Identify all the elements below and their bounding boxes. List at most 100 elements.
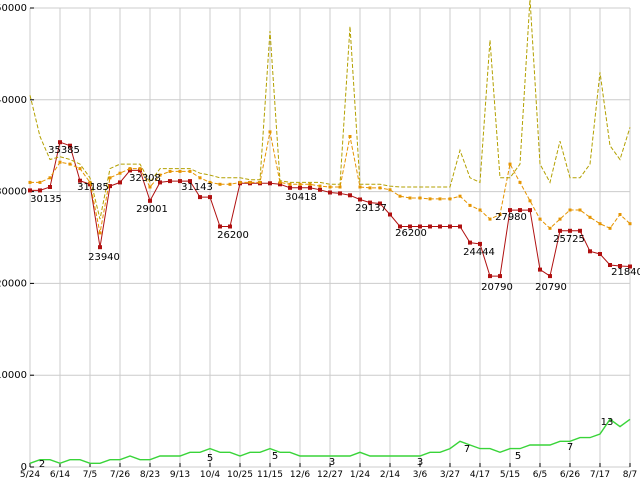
x-axis-label: 10/4 <box>200 470 220 480</box>
value-label: 2 <box>39 459 45 470</box>
data-point-marker <box>238 180 242 184</box>
data-point-marker <box>208 180 212 184</box>
value-label: 27980 <box>495 212 527 223</box>
data-point-marker <box>418 196 422 200</box>
data-point-marker <box>458 194 462 198</box>
x-axis-label: 6/5 <box>533 470 547 480</box>
data-point-marker <box>458 224 462 229</box>
series-count-green <box>29 418 631 465</box>
data-point-marker <box>398 224 402 229</box>
value-label: 26200 <box>217 230 249 241</box>
x-axis-label: 5/15 <box>500 470 520 480</box>
data-point-marker <box>48 185 52 189</box>
data-point-marker <box>518 208 522 213</box>
data-point-marker <box>218 182 222 186</box>
value-label: 7 <box>567 442 573 453</box>
annotations: 30135 35385 31185 23940 32308 29001 31143 26200… <box>30 145 640 470</box>
y-axis-label: 0 <box>21 462 27 473</box>
data-point-marker <box>338 185 342 189</box>
data-point-marker <box>308 182 312 186</box>
data-point-marker <box>568 228 572 233</box>
data-point-marker <box>38 188 42 193</box>
data-point-marker <box>438 197 442 201</box>
series-score-red <box>28 140 632 279</box>
data-point-marker <box>348 135 352 138</box>
data-point-marker <box>158 173 162 177</box>
data-point-marker <box>508 208 512 213</box>
data-point-marker <box>328 185 332 189</box>
value-label: 5 <box>515 451 521 462</box>
data-point-marker <box>108 176 112 180</box>
x-axis-label: 3/6 <box>413 470 428 480</box>
x-axis-label: 7/26 <box>110 470 130 480</box>
x-axis-label: 2/14 <box>380 470 400 480</box>
data-point-marker <box>578 208 582 212</box>
data-point-marker <box>268 181 272 186</box>
data-point-marker <box>608 263 612 267</box>
data-point-marker <box>538 217 542 221</box>
data-point-marker <box>508 162 512 166</box>
value-label: 5 <box>272 451 278 462</box>
data-point-marker <box>488 274 492 279</box>
data-point-marker <box>288 185 292 190</box>
data-point-marker <box>608 226 612 230</box>
value-label: 7 <box>464 444 470 455</box>
data-point-marker <box>208 195 212 200</box>
data-point-marker <box>298 185 302 190</box>
data-point-marker <box>368 186 372 190</box>
data-point-marker <box>408 196 412 200</box>
data-point-marker <box>88 180 92 184</box>
data-point-marker <box>168 179 172 184</box>
data-point-marker <box>348 193 352 198</box>
data-point-marker <box>28 188 32 193</box>
data-point-marker <box>548 274 552 279</box>
data-point-marker <box>28 180 32 184</box>
data-point-marker <box>288 182 292 186</box>
data-point-marker <box>48 176 52 180</box>
data-point-marker <box>378 201 382 206</box>
data-point-marker <box>498 274 502 279</box>
data-point-marker <box>178 169 182 173</box>
data-point-marker <box>418 224 422 229</box>
data-point-marker <box>78 167 82 171</box>
data-point-marker <box>318 187 322 192</box>
value-label: 31143 <box>181 182 213 193</box>
y-axis-label: 20000 <box>0 278 27 289</box>
data-point-marker <box>128 167 132 171</box>
value-label: 20790 <box>535 282 567 293</box>
data-point-marker <box>328 190 332 195</box>
data-point-marker <box>188 179 192 184</box>
data-point-marker <box>258 180 262 184</box>
x-axis-label: 7/5 <box>83 470 97 480</box>
data-point-marker <box>378 186 382 190</box>
data-point-marker <box>278 182 282 187</box>
data-point-marker <box>248 180 252 184</box>
data-point-marker <box>198 195 202 200</box>
value-label: 29001 <box>136 204 168 215</box>
series-line <box>29 418 631 465</box>
data-point-marker <box>518 180 522 184</box>
data-point-marker <box>618 213 622 216</box>
data-point-marker <box>38 180 42 184</box>
value-label: 35385 <box>48 145 80 156</box>
data-point-marker <box>168 169 172 173</box>
x-axis-label: 8/7 <box>623 470 637 480</box>
data-point-marker <box>428 224 432 229</box>
data-point-marker <box>448 197 452 201</box>
data-point-marker <box>568 208 572 212</box>
data-point-marker <box>558 217 562 221</box>
value-label: 31185 <box>77 182 109 193</box>
value-label: 25725 <box>553 234 585 245</box>
x-axis-label: 5/24 <box>20 470 40 480</box>
data-point-marker <box>58 140 62 145</box>
data-point-marker <box>198 176 202 180</box>
x-axis-label: 8/23 <box>140 470 160 480</box>
data-point-marker <box>548 226 552 230</box>
series-peak-olive <box>29 0 631 220</box>
data-point-marker <box>58 160 62 164</box>
value-label: 3 <box>329 457 335 468</box>
data-point-marker <box>488 217 492 221</box>
data-point-marker <box>118 171 122 175</box>
